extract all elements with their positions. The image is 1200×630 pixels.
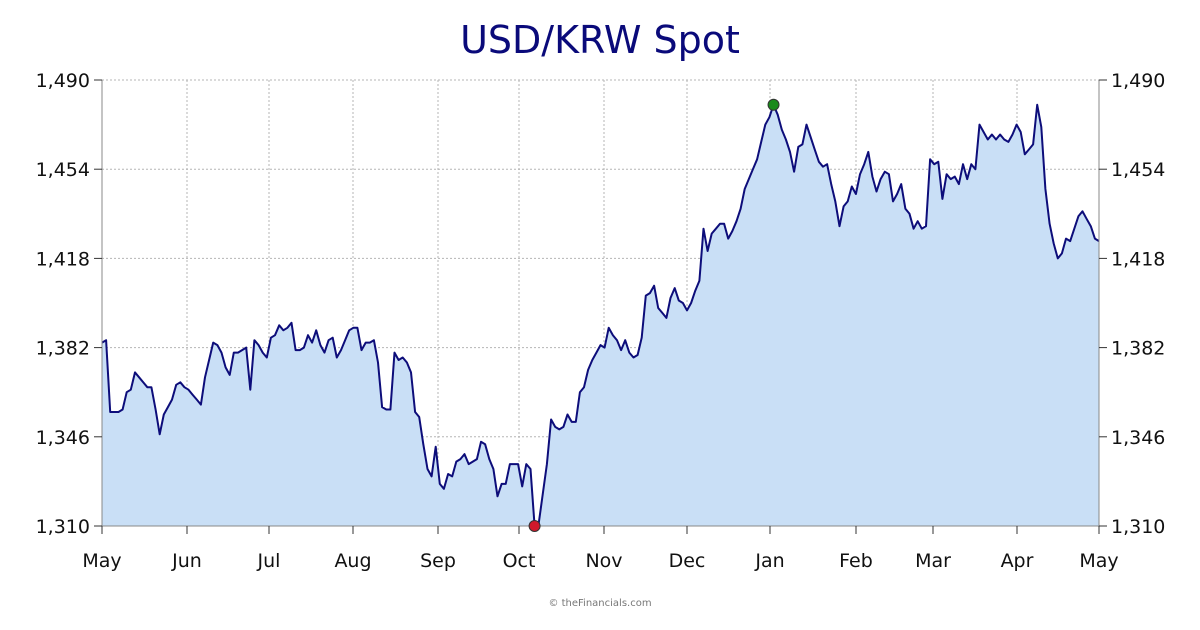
credit-text: © theFinancials.com — [548, 598, 652, 609]
x-tick-label: Nov — [585, 550, 622, 572]
axes — [94, 79, 1107, 534]
tick-labels: 1,310 1,310 1,346 1,346 1,382 1,382 1,418 1,418… — [36, 70, 1166, 572]
y-tick-label-right: 1,346 — [1111, 427, 1165, 449]
y-tick-label-right: 1,382 — [1111, 338, 1165, 360]
x-tick-label: Mar — [915, 550, 951, 572]
x-tick-label: Dec — [669, 550, 706, 572]
x-tick-label: Jan — [754, 550, 784, 572]
x-tick-label: May — [82, 550, 121, 572]
high-marker — [767, 98, 780, 111]
y-tick-label-left: 1,382 — [36, 338, 90, 360]
y-tick-label-right: 1,310 — [1111, 516, 1165, 538]
x-tick-label: Sep — [420, 550, 456, 572]
x-tick-label: Feb — [839, 550, 873, 572]
x-tick-label: May — [1079, 550, 1118, 572]
y-tick-label-left: 1,490 — [36, 70, 90, 92]
x-tick-label: Apr — [1001, 550, 1034, 572]
series-area-fill — [102, 104, 1099, 527]
x-tick-label: Oct — [503, 550, 536, 572]
y-tick-label-right: 1,418 — [1111, 248, 1165, 270]
markers — [528, 98, 780, 532]
x-tick-label: Jul — [257, 550, 281, 572]
low-marker — [528, 520, 541, 532]
y-tick-label-right: 1,454 — [1111, 159, 1165, 181]
y-tick-label-left: 1,418 — [36, 248, 90, 270]
y-tick-label-left: 1,346 — [36, 427, 90, 449]
y-tick-label-left: 1,454 — [36, 159, 90, 181]
x-tick-label: Jun — [171, 550, 202, 572]
chart-title: USD/KRW Spot — [460, 18, 740, 62]
y-tick-label-right: 1,490 — [1111, 70, 1165, 92]
y-tick-label-left: 1,310 — [36, 516, 90, 538]
series-line — [101, 103, 1100, 527]
x-tick-label: Aug — [334, 550, 371, 572]
